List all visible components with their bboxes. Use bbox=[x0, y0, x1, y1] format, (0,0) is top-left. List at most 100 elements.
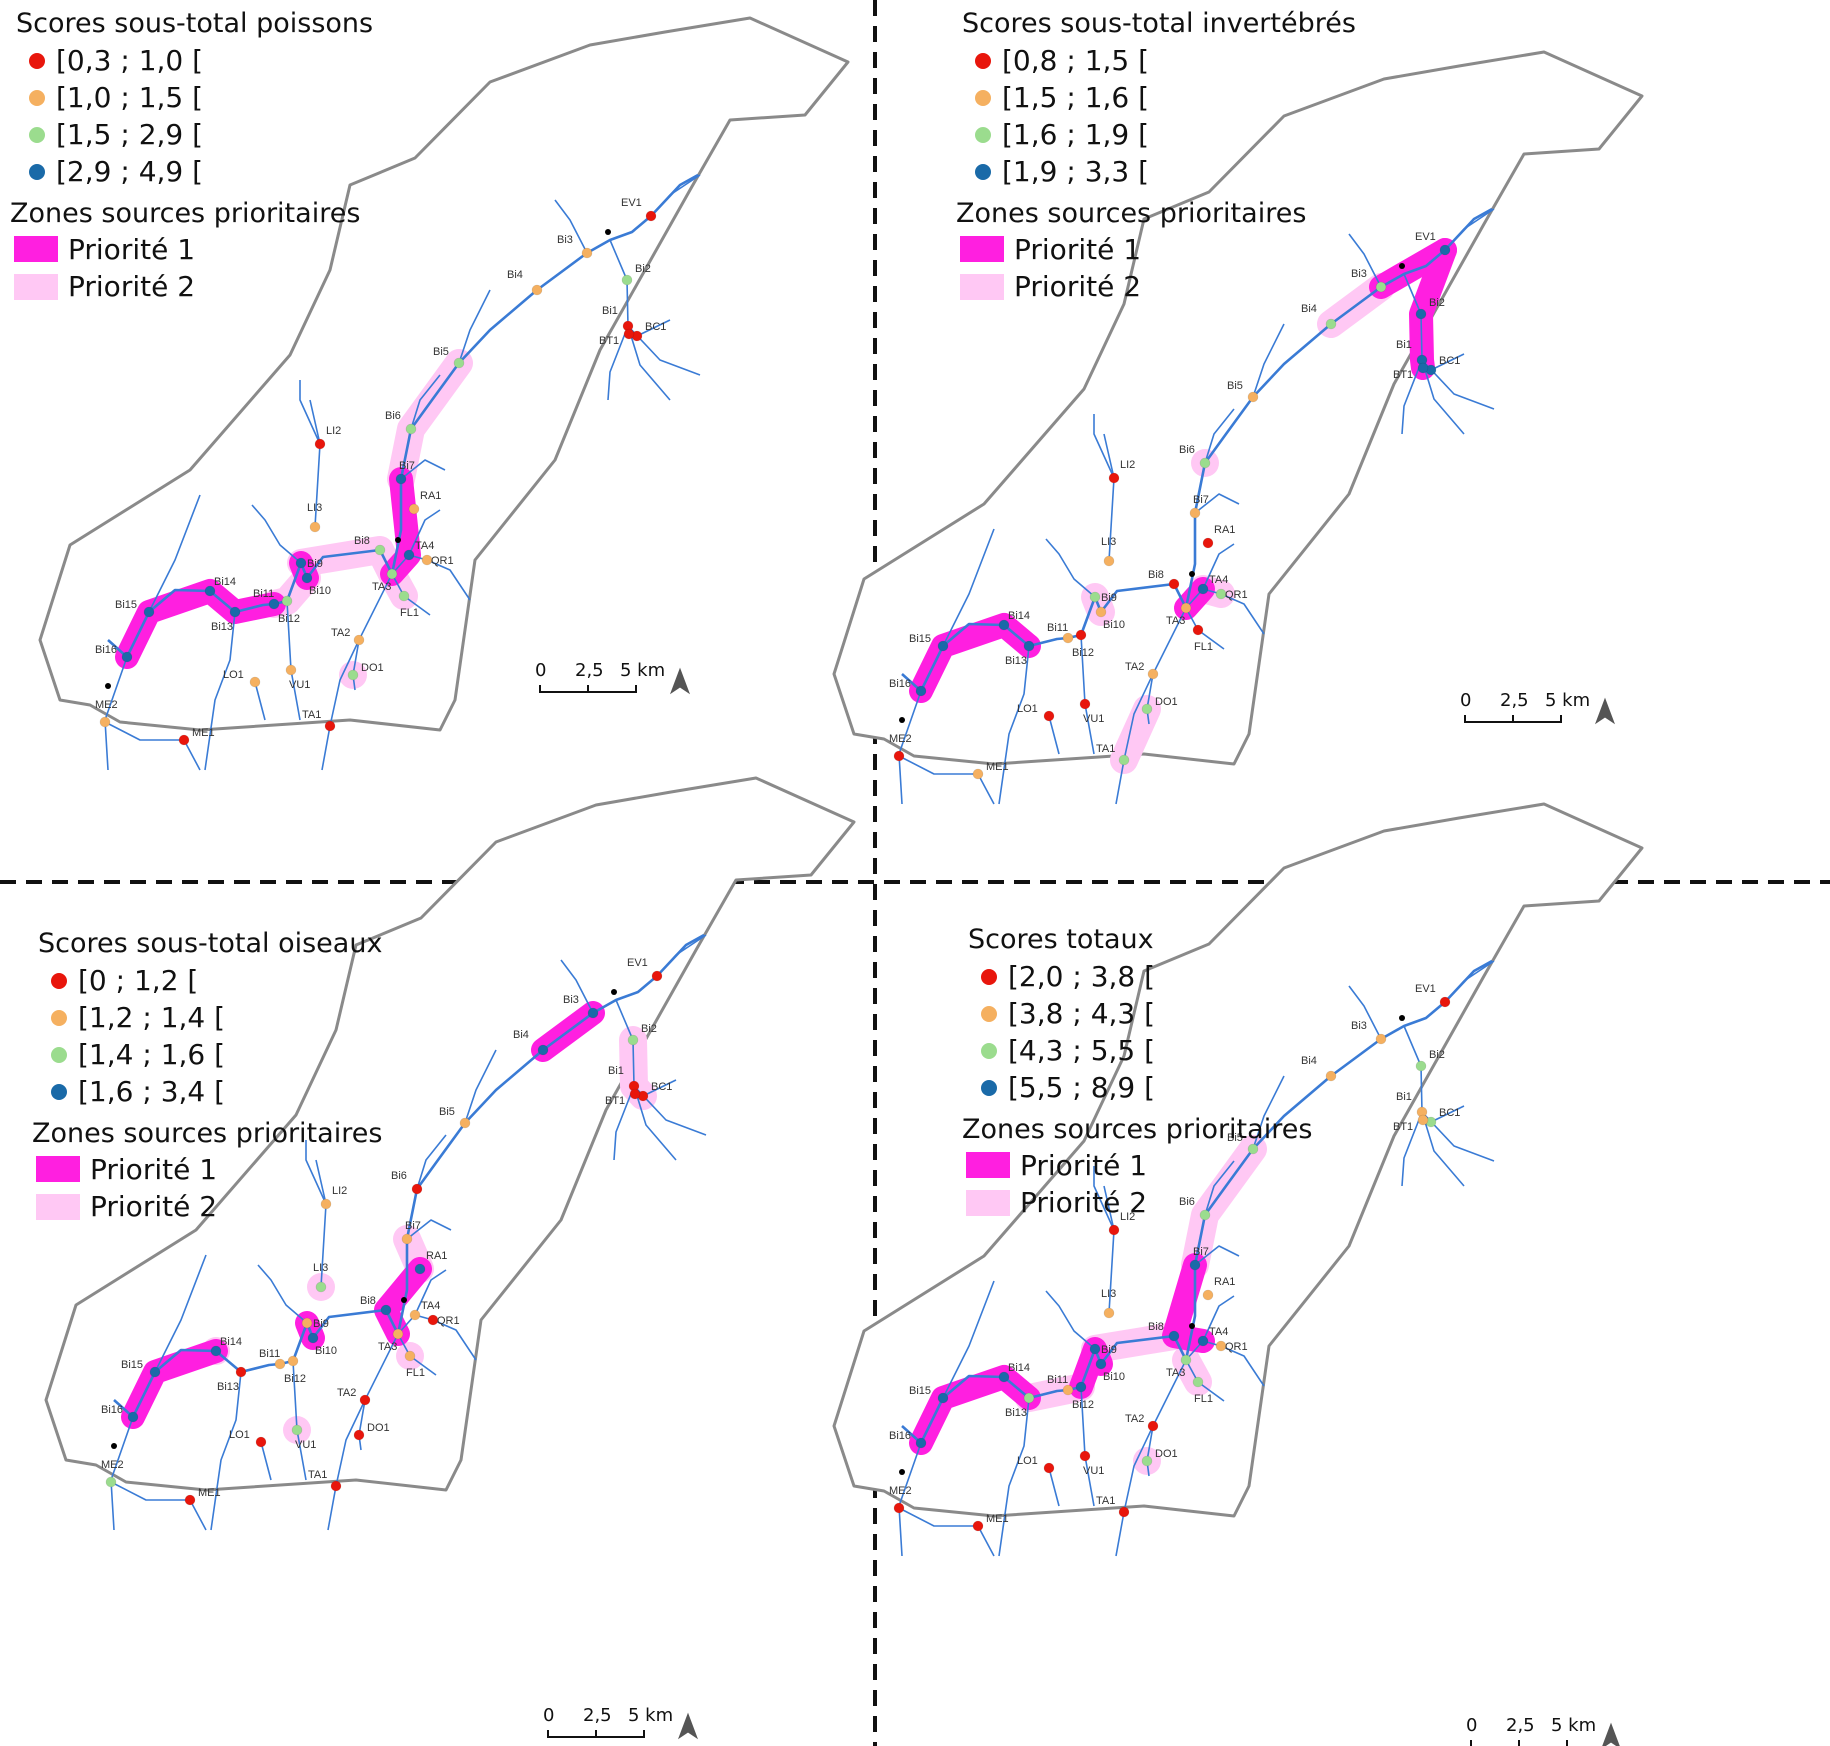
legend-dot bbox=[29, 90, 45, 106]
station-EV1 bbox=[651, 970, 663, 982]
station-Bi12 bbox=[274, 1358, 286, 1370]
station-Bi2 bbox=[1415, 1060, 1427, 1072]
river bbox=[406, 1219, 452, 1240]
scale-tick-label: 2,5 bbox=[1500, 690, 1529, 711]
scale-bar: 0 2,5 5 km bbox=[1466, 1715, 1620, 1746]
station-label: Bi2 bbox=[635, 263, 651, 275]
station-label: VU1 bbox=[1083, 1465, 1104, 1477]
station-label: LI3 bbox=[1101, 1288, 1116, 1300]
station-ME2 bbox=[105, 1476, 117, 1488]
station-label: LO1 bbox=[1017, 1455, 1038, 1467]
black-point bbox=[1399, 1015, 1405, 1021]
scale-tick-label: 2,5 bbox=[575, 660, 604, 681]
priority-2-label: Priorité 2 bbox=[68, 270, 195, 303]
station-label: Bi12 bbox=[1072, 1399, 1094, 1411]
legend-class-label: [1,6 ; 3,4 [ bbox=[78, 1075, 225, 1108]
station-label: EV1 bbox=[1415, 231, 1436, 243]
station-TA4 bbox=[403, 549, 415, 561]
station-LI3 bbox=[1103, 1307, 1115, 1319]
station-label: FL1 bbox=[406, 1367, 425, 1379]
station-label: Bi7 bbox=[399, 460, 415, 472]
legend-dot bbox=[29, 164, 45, 180]
north-arrow-icon bbox=[1594, 697, 1616, 725]
station-label: Bi8 bbox=[1148, 569, 1164, 581]
station-VU1 bbox=[1079, 698, 1091, 710]
station-label: Bi15 bbox=[909, 1385, 931, 1397]
legend-dot bbox=[975, 90, 991, 106]
legend: Scores sous-total oiseaux [0 ; 1,2 [[1,2 … bbox=[32, 928, 382, 1223]
station-TA4 bbox=[1197, 583, 1209, 595]
station-label: ME2 bbox=[95, 699, 118, 711]
station-label: VU1 bbox=[1083, 713, 1104, 725]
river bbox=[104, 721, 201, 771]
station-Bi2 bbox=[621, 274, 633, 286]
station-Bi3 bbox=[1375, 281, 1387, 293]
stations: EV1 Bi2 Bi1 BC1 BT1 Bi3 Bi4 Bi5 Bi6 Bi7 RA1 LI2 LI3 B… bbox=[95, 197, 666, 746]
station-label: Bi5 bbox=[1227, 380, 1243, 392]
station-EV1 bbox=[1439, 244, 1451, 256]
river bbox=[251, 504, 302, 564]
station-Bi14 bbox=[210, 1345, 222, 1357]
zones-title: Zones sources prioritaires bbox=[956, 198, 1306, 229]
black-point bbox=[1189, 571, 1195, 577]
station-Bi13 bbox=[229, 606, 241, 618]
priority-1-swatch bbox=[966, 1152, 1010, 1178]
station-Bi4 bbox=[537, 1044, 549, 1056]
station-label: Bi5 bbox=[433, 346, 449, 358]
station-label: TA2 bbox=[337, 1387, 356, 1399]
river bbox=[1252, 323, 1285, 398]
station-LO1 bbox=[255, 1436, 267, 1448]
station-label: LO1 bbox=[223, 669, 244, 681]
station-label: Bi9 bbox=[313, 1318, 329, 1330]
map-panel-totaux: EV1 Bi2 Bi1 BC1 BT1 Bi3 Bi4 Bi5 Bi6 Bi7 RA1 LI2 LI3 B… bbox=[832, 802, 1644, 1746]
station-label: FL1 bbox=[400, 607, 419, 619]
station-BT1 bbox=[1417, 1114, 1429, 1126]
station-label: Bi9 bbox=[1101, 1344, 1117, 1356]
station-label: LO1 bbox=[229, 1429, 250, 1441]
station-label: Bi4 bbox=[1301, 303, 1317, 315]
station-label: LI3 bbox=[1101, 536, 1116, 548]
station-label: TA1 bbox=[1096, 1495, 1115, 1507]
station-label: Bi16 bbox=[889, 678, 911, 690]
station-label: Bi10 bbox=[309, 585, 331, 597]
legend-class-label: [2,9 ; 4,9 [ bbox=[56, 155, 203, 188]
station-label: BT1 bbox=[1393, 369, 1413, 381]
station-LI2 bbox=[1108, 472, 1120, 484]
station-label: TA4 bbox=[1209, 574, 1228, 586]
station-label: FL1 bbox=[1194, 1393, 1213, 1405]
station-ME1 bbox=[972, 768, 984, 780]
station-label: BT1 bbox=[1393, 1121, 1413, 1133]
station-label: Bi16 bbox=[889, 1430, 911, 1442]
station-label: Bi3 bbox=[563, 994, 579, 1006]
station-Bi10 bbox=[307, 1332, 319, 1344]
station-label: Bi2 bbox=[1429, 297, 1445, 309]
scale-bar: 0 2,5 5 km bbox=[1460, 690, 1616, 725]
station-label: Bi14 bbox=[220, 1336, 242, 1348]
scale-bar: 0 2,5 5 km bbox=[535, 660, 691, 695]
station-label: Bi11 bbox=[1047, 622, 1068, 634]
station-TA4 bbox=[1197, 1335, 1209, 1347]
station-RA1 bbox=[1202, 1289, 1214, 1301]
zones-title: Zones sources prioritaires bbox=[32, 1118, 382, 1149]
station-RA1 bbox=[408, 503, 420, 515]
station-label: Bi13 bbox=[1005, 1407, 1027, 1419]
station-Bi14 bbox=[204, 585, 216, 597]
station-label: TA3 bbox=[372, 581, 391, 593]
river bbox=[898, 1507, 995, 1557]
legend-class-label: [4,3 ; 5,5 [ bbox=[1008, 1034, 1155, 1067]
station-label: RA1 bbox=[1214, 1276, 1235, 1288]
legend-class-label: [0,8 ; 1,5 [ bbox=[1002, 44, 1149, 77]
station-label: Bi11 bbox=[1047, 1374, 1068, 1386]
river bbox=[305, 1140, 327, 1288]
station-label: BT1 bbox=[599, 335, 619, 347]
station-label: Bi13 bbox=[211, 621, 233, 633]
station-label: Bi6 bbox=[391, 1170, 407, 1182]
station-Bi6 bbox=[1199, 1209, 1211, 1221]
station-label: Bi12 bbox=[1072, 647, 1094, 659]
river bbox=[1444, 960, 1495, 1003]
station-TA2 bbox=[353, 634, 365, 646]
station-Bi8 bbox=[380, 1304, 392, 1316]
station-label: Bi10 bbox=[1103, 1371, 1125, 1383]
station-BT1 bbox=[1417, 362, 1429, 374]
